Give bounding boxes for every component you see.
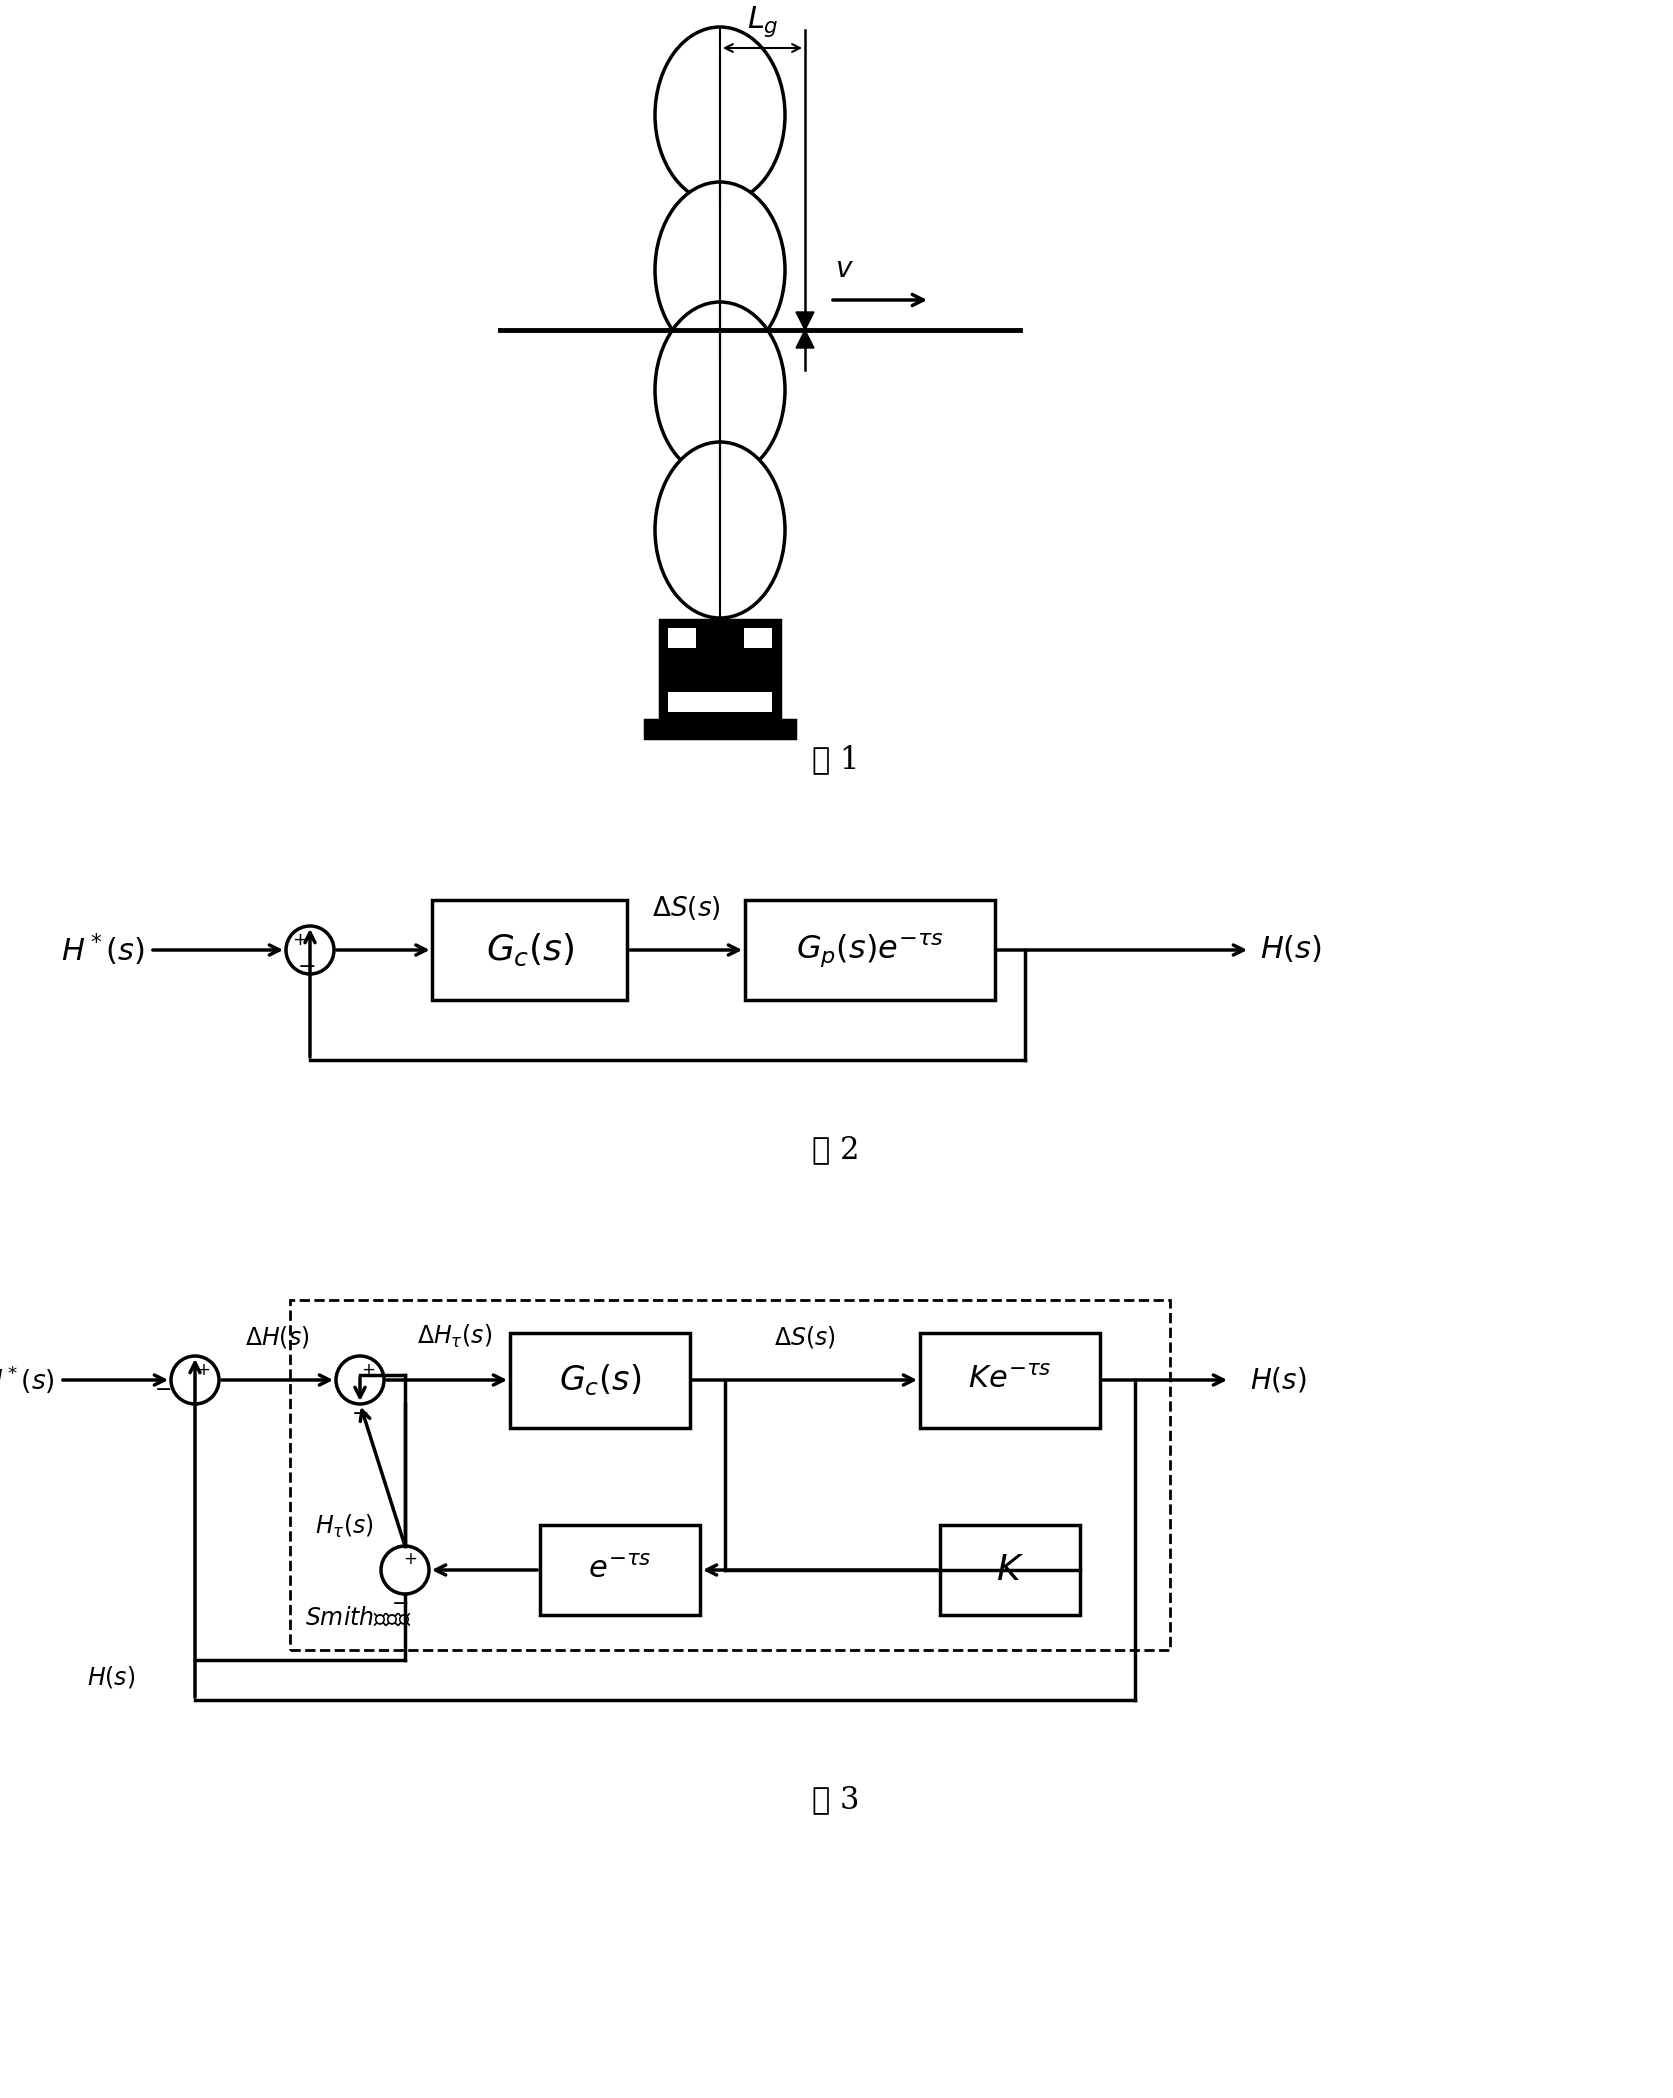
Bar bbox=[540, 1525, 699, 1615]
Text: $H(s)$: $H(s)$ bbox=[1260, 934, 1322, 965]
Bar bbox=[668, 692, 771, 711]
Bar bbox=[646, 720, 795, 738]
Text: $H^*(s)$: $H^*(s)$ bbox=[62, 932, 146, 969]
Bar bbox=[289, 1301, 1169, 1649]
Bar bbox=[920, 1332, 1101, 1427]
Polygon shape bbox=[796, 329, 815, 348]
Bar bbox=[668, 627, 696, 648]
Text: $+$: $+$ bbox=[403, 1550, 417, 1567]
Text: $G_c(s)$: $G_c(s)$ bbox=[485, 932, 574, 967]
Text: $\Delta S(s)$: $\Delta S(s)$ bbox=[652, 894, 721, 921]
Text: $-$: $-$ bbox=[154, 1378, 172, 1397]
Text: 图 3: 图 3 bbox=[813, 1785, 860, 1815]
Text: $v$: $v$ bbox=[835, 256, 853, 283]
Circle shape bbox=[336, 1355, 385, 1404]
Text: $e^{-\tau s}$: $e^{-\tau s}$ bbox=[589, 1555, 652, 1586]
Bar bbox=[510, 1332, 689, 1427]
Text: $+$: $+$ bbox=[293, 932, 308, 948]
Text: $Smith$预估器: $Smith$预估器 bbox=[304, 1607, 412, 1630]
Ellipse shape bbox=[656, 27, 785, 204]
Text: $\Delta H(s)$: $\Delta H(s)$ bbox=[246, 1324, 310, 1349]
Bar bbox=[744, 627, 771, 648]
Text: $+$: $+$ bbox=[361, 1362, 375, 1378]
Text: $H(s)$: $H(s)$ bbox=[87, 1664, 136, 1691]
Text: $H(s)$: $H(s)$ bbox=[1250, 1366, 1307, 1395]
Text: $H^*(s)$: $H^*(s)$ bbox=[0, 1364, 55, 1397]
Ellipse shape bbox=[656, 443, 785, 619]
Circle shape bbox=[381, 1546, 428, 1594]
Text: $Ke^{-\tau s}$: $Ke^{-\tau s}$ bbox=[969, 1364, 1052, 1395]
Bar bbox=[433, 900, 627, 1001]
Polygon shape bbox=[796, 313, 815, 329]
Text: $\Delta S(s)$: $\Delta S(s)$ bbox=[775, 1324, 836, 1349]
Text: $\Delta H_{\tau}(s)$: $\Delta H_{\tau}(s)$ bbox=[417, 1324, 492, 1349]
Text: $K$: $K$ bbox=[995, 1553, 1024, 1586]
Text: $-$: $-$ bbox=[351, 1401, 368, 1422]
Ellipse shape bbox=[656, 183, 785, 359]
Text: $-$: $-$ bbox=[391, 1592, 408, 1611]
Text: $-$: $-$ bbox=[296, 955, 315, 976]
Text: $H_{\tau}(s)$: $H_{\tau}(s)$ bbox=[316, 1513, 375, 1540]
Bar bbox=[940, 1525, 1081, 1615]
Circle shape bbox=[171, 1355, 219, 1404]
Ellipse shape bbox=[656, 302, 785, 478]
Text: $G_c(s)$: $G_c(s)$ bbox=[559, 1362, 641, 1397]
Circle shape bbox=[286, 925, 335, 973]
Text: $G_p(s)e^{-\tau s}$: $G_p(s)e^{-\tau s}$ bbox=[796, 932, 944, 969]
Text: $L_g$: $L_g$ bbox=[746, 4, 778, 40]
Text: 图 1: 图 1 bbox=[813, 745, 860, 776]
Bar bbox=[661, 621, 780, 720]
Bar bbox=[744, 900, 995, 1001]
Text: $+$: $+$ bbox=[196, 1362, 211, 1378]
Text: 图 2: 图 2 bbox=[813, 1135, 860, 1166]
